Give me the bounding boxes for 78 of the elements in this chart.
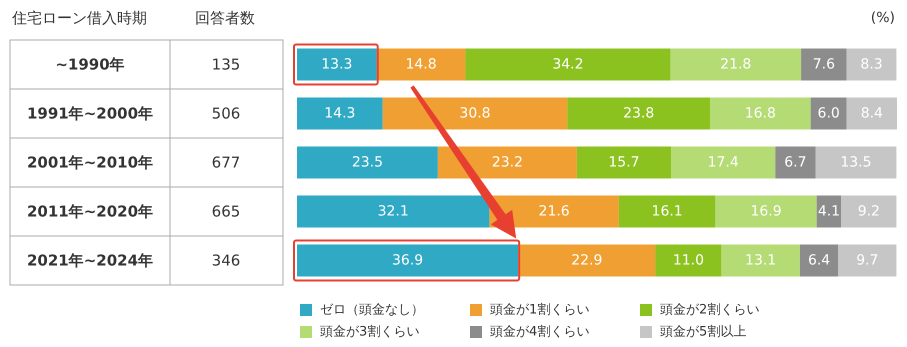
data-label: 6.0 [818,106,840,122]
bar: 21.8 [670,48,802,80]
text: 135 [212,56,240,74]
data-label: 6.7 [784,154,807,170]
bar: 4.1 [816,196,842,228]
data-label: 9.7 [856,252,878,268]
data-label: 13.3 [321,56,352,72]
y-tick-label: 2011年~2020年 [26,202,154,220]
bar: 22.9 [518,244,656,276]
legend-label: 頭金が5割以上 [660,324,746,340]
y-tick-label: ~1990年 [55,56,125,74]
data-label: 6.4 [808,252,830,268]
data-label: 34.2 [552,56,584,72]
data-label: 13.5 [840,154,872,170]
text: 346 [212,252,240,270]
bar: 13.5 [815,146,896,178]
bar: 23.8 [567,98,710,130]
legend-label: ゼロ（頭金なし） [320,302,424,318]
y-tick-label: 2021年~2024年 [26,252,154,270]
data-label: 23.8 [623,106,654,122]
data-label: 22.9 [571,252,602,268]
y-tick-label: 1991年~2000年 [26,104,154,122]
bar: 14.8 [376,48,466,80]
bar: 13.3 [297,48,377,80]
bar: 30.8 [382,98,568,130]
bar: 16.9 [715,196,817,228]
y-tick-label: 2001年~2010年 [26,154,154,172]
bar: 9.7 [838,244,896,276]
bar: 23.2 [438,146,577,178]
bar: 6.7 [775,146,816,178]
bar: 8.4 [846,98,897,130]
bar: 16.1 [618,196,716,228]
legend-label: 頭金が3割くらい [320,324,420,340]
legend-label: 頭金が4割くらい [490,324,590,340]
data-label: 23.5 [352,154,384,170]
data-label: 21.6 [538,204,570,220]
data-label: 11.0 [672,252,704,268]
legend-label: 頭金が1割くらい [490,302,590,318]
bar: 34.2 [465,48,670,80]
data-label: 16.1 [652,204,683,220]
bar: 32.1 [297,196,490,228]
bar: 6.0 [810,98,847,130]
bar: 13.1 [721,244,800,276]
data-label: 17.4 [708,154,739,170]
data-label: 14.8 [405,56,437,72]
data-label: 15.7 [608,154,640,170]
text: 677 [212,154,240,172]
bar: 9.2 [841,196,896,228]
data-label: 13.1 [745,252,776,268]
data-label: 8.4 [860,106,884,122]
data-label: 30.8 [459,106,491,122]
data-label: 16.8 [744,106,776,122]
bar: 8.3 [846,48,896,80]
text: 665 [212,202,240,220]
data-label: 23.2 [492,154,523,170]
y-axis-title: 住宅ローン借入時期 [11,9,147,27]
bar: 23.5 [297,146,438,178]
bar: 15.7 [576,146,672,178]
bar: 7.6 [801,48,847,80]
data-label: 7.6 [812,56,836,72]
data-label: 4.1 [818,204,840,220]
x-axis-title: (%) [870,10,895,26]
data-label: 21.8 [720,56,752,72]
data-label: 16.9 [750,204,782,220]
bar: 36.9 [297,244,518,276]
data-label: 36.9 [392,252,424,268]
legend-label: 頭金が2割くらい [660,302,760,318]
bar: 16.8 [710,98,811,130]
text: 506 [212,104,240,122]
data-label: 8.3 [860,56,883,72]
data-label: 32.1 [378,204,409,220]
bar: 6.4 [800,244,838,276]
bar: 17.4 [671,146,776,178]
bar: 11.0 [655,244,722,276]
text: 回答者数 [195,9,255,27]
data-label: 14.3 [324,106,356,122]
data-label: 9.2 [858,204,880,220]
bar: 14.3 [297,98,383,130]
